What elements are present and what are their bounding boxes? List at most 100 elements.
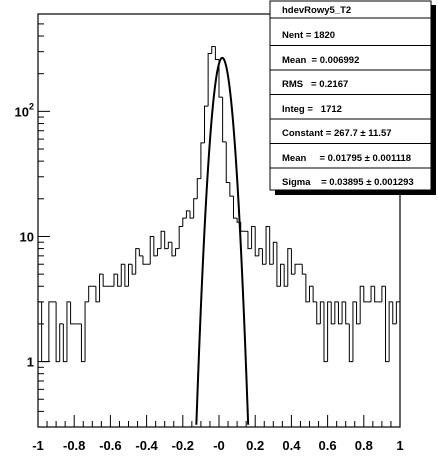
- histogram-bin: [276, 242, 281, 287]
- histogram-bin: [327, 301, 332, 362]
- histogram-bin: [319, 301, 324, 324]
- histogram-bin: [62, 323, 67, 363]
- histogram-bin: [337, 301, 343, 325]
- histogram-bin: [189, 210, 194, 219]
- histogram-bin: [117, 274, 122, 287]
- histogram-bin: [66, 301, 71, 362]
- histogram-bin: [102, 274, 107, 287]
- histogram-bin: [330, 301, 335, 325]
- histogram-bin: [294, 263, 299, 275]
- histogram-bin: [178, 226, 183, 249]
- histogram-bin: [214, 46, 219, 60]
- x-tick-label: 0.6: [319, 438, 337, 453]
- histogram-bin: [251, 226, 256, 249]
- histogram-bin: [225, 141, 230, 183]
- histogram-bin: [167, 241, 172, 249]
- x-tick-label: -0.2: [172, 438, 194, 453]
- histogram-bin: [359, 285, 364, 324]
- histogram-bin: [341, 301, 346, 324]
- stats-box: hdevRowy5_T2 Nent = 1820 Mean = 0.006992…: [269, 0, 436, 195]
- histogram-bin: [301, 264, 306, 275]
- histogram-bin: [254, 226, 259, 257]
- histogram-bin: [363, 286, 368, 303]
- stat-integ: Integ = 1712: [282, 104, 342, 115]
- x-tick-labels: -1 -0.8 -0.6 -0.4 -0.2 -0 0.2 0.4 0.6 0.8 1: [32, 438, 403, 453]
- histogram-bin: [113, 273, 118, 287]
- histogram-bin: [370, 285, 375, 302]
- histogram-bin: [348, 323, 353, 363]
- stat-fit-mean: Mean = 0.01795 ± 0.001118: [282, 153, 411, 164]
- histogram-bin: [164, 231, 169, 250]
- histogram-bin: [128, 263, 133, 287]
- histogram-bin: [193, 198, 198, 219]
- histogram-bin: [280, 263, 285, 287]
- gaussian-fit-curve: [195, 56, 250, 425]
- y-tick-label: 1: [27, 355, 34, 370]
- stat-rms: RMS = 0.2167: [282, 79, 348, 90]
- histogram-bin: [41, 301, 46, 363]
- x-tick-label: -1: [32, 438, 44, 453]
- histogram-bin: [374, 286, 379, 303]
- histogram-bin: [99, 273, 104, 302]
- histogram-bin: [138, 248, 143, 257]
- histogram-bin: [207, 53, 212, 107]
- histogram-bin: [211, 45, 216, 54]
- histogram-bin: [232, 196, 238, 219]
- histogram-bin: [392, 301, 397, 325]
- histogram-bin: [316, 301, 321, 325]
- histogram-bin: [388, 301, 393, 362]
- histogram-bin: [345, 301, 350, 325]
- y-tick-label: 10: [20, 229, 34, 244]
- stats-title: hdevRowy5_T2: [282, 5, 351, 16]
- histogram-bin: [381, 285, 386, 302]
- histogram-bin: [352, 301, 357, 362]
- y-tick-labels: 1 10 102: [15, 101, 34, 369]
- histogram-bin: [182, 217, 187, 227]
- histogram-bin: [258, 248, 263, 256]
- histogram-bin: [222, 97, 227, 143]
- histogram-bin: [334, 301, 339, 324]
- histogram-bin: [395, 301, 400, 324]
- stat-constant: Constant = 267.7 ± 11.57: [282, 128, 392, 139]
- histogram-bin: [265, 226, 270, 265]
- histogram-bin: [149, 235, 154, 265]
- histogram-bin: [283, 264, 288, 287]
- histogram-bin: [171, 242, 176, 257]
- histogram-bin: [312, 286, 317, 303]
- x-tick-label: -0.6: [99, 438, 121, 453]
- histogram-bin: [131, 264, 136, 275]
- histogram-bin: [356, 301, 361, 325]
- histogram-bin: [175, 248, 180, 256]
- histogram-bin: [80, 323, 86, 363]
- histogram-bin: [204, 105, 209, 143]
- histogram-bin: [229, 182, 234, 197]
- histogram-bin: [59, 323, 64, 362]
- stats-box-panel: [269, 0, 432, 191]
- histogram-bin: [55, 301, 60, 363]
- x-tick-label: -0: [213, 438, 225, 453]
- histogram-bin: [269, 226, 274, 265]
- histogram-bin: [124, 264, 129, 287]
- histogram-series: [37, 45, 400, 427]
- histogram-bin: [385, 286, 390, 363]
- stat-sigma: Sigma = 0.03895 ± 0.001293: [282, 177, 414, 188]
- histogram-bin: [142, 255, 147, 265]
- histogram-bin: [287, 248, 292, 287]
- histogram-bin: [160, 230, 165, 249]
- histogram-bin: [323, 301, 328, 363]
- x-tick-label: -0.8: [63, 438, 85, 453]
- histogram-bin: [88, 285, 93, 302]
- histogram-bin: [185, 210, 191, 219]
- x-tick-label: 1: [396, 438, 403, 453]
- y-tick-label: 102: [15, 101, 34, 119]
- histogram-bin: [200, 142, 205, 179]
- x-tick-label: 0.4: [282, 438, 301, 453]
- histogram-bin: [156, 248, 162, 256]
- stat-mean: Mean = 0.006992: [282, 55, 359, 66]
- histogram-bin: [84, 301, 89, 362]
- histogram-bin: [290, 248, 296, 275]
- histogram-bin: [48, 301, 53, 362]
- x-tick-label: -0.4: [135, 438, 158, 453]
- histogram-bin: [70, 301, 75, 325]
